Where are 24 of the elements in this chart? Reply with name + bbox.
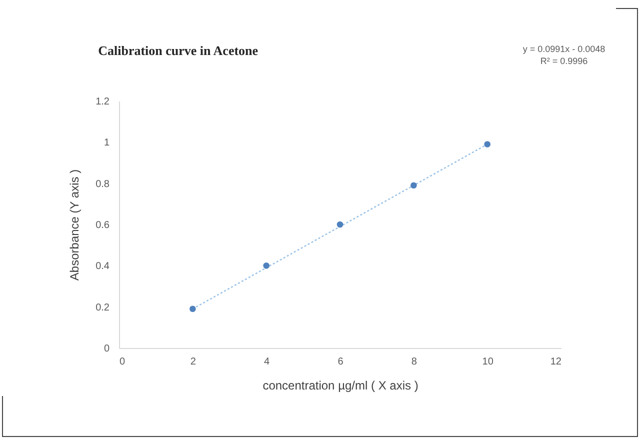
y-tick-label: 0.2: [96, 302, 110, 314]
y-tick-label: 1.2: [96, 96, 110, 108]
point: [190, 306, 196, 312]
x-tick-label: 0: [120, 356, 126, 368]
y-tick-label: 1: [104, 138, 110, 149]
y-tick-label: 0.6: [96, 220, 110, 231]
y-axis-title: Absorbance (Y axis ): [68, 169, 82, 281]
x-tick-label: 4: [264, 356, 270, 368]
x-tick-label: 6: [338, 356, 344, 368]
chart-title: Calibration curve in Acetone: [98, 43, 258, 58]
y-tick-label: 0.4: [96, 261, 110, 272]
text: y = 0.0991x - 0.0048: [522, 44, 606, 54]
x-tick-label: 8: [411, 356, 418, 368]
point: [410, 182, 417, 189]
y-tick-label: 0.8: [96, 178, 110, 190]
x-tick-label: 10: [482, 356, 494, 368]
text: R² = 0.9996: [540, 56, 588, 66]
point: [484, 141, 490, 148]
x-tick-label: 12: [550, 356, 562, 368]
y-tick-label: 0: [104, 344, 110, 354]
x-axis-title: concentration µg/ml ( X axis ): [262, 378, 418, 392]
x-tick-label: 2: [190, 356, 196, 368]
point: [336, 221, 344, 228]
point: [263, 262, 270, 269]
